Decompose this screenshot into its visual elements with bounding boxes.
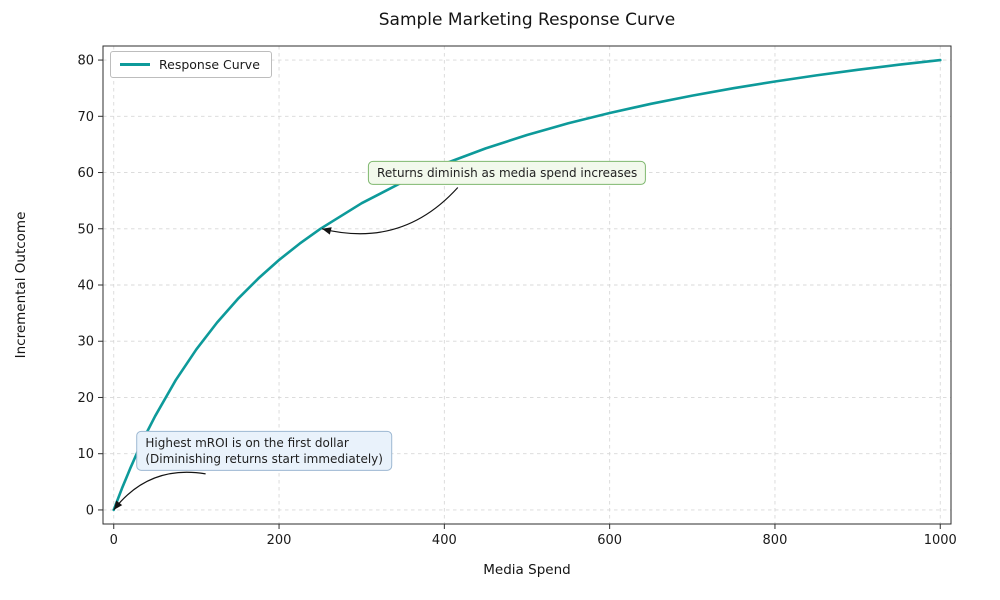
y-tick-label: 40 bbox=[77, 279, 94, 294]
x-tick-label: 600 bbox=[597, 533, 622, 548]
annotation-arrowhead bbox=[113, 500, 123, 510]
y-tick-label: 70 bbox=[77, 110, 94, 125]
x-tick-label: 800 bbox=[763, 533, 788, 548]
y-tick-label: 20 bbox=[77, 391, 94, 406]
response-curve-line bbox=[112, 58, 942, 512]
annotation-text-line1: Highest mROI is on the first dollar bbox=[145, 435, 349, 450]
y-axis-label: Incremental Outcome bbox=[13, 211, 29, 359]
x-tick-label: 0 bbox=[110, 533, 118, 548]
y-tick-label: 30 bbox=[77, 335, 94, 350]
x-tick-label: 400 bbox=[432, 533, 457, 548]
annotation-text: Returns diminish as media spend increase… bbox=[377, 165, 638, 180]
y-tick-label: 60 bbox=[77, 166, 94, 181]
legend: Response Curve bbox=[110, 51, 272, 78]
y-tick-label: 80 bbox=[77, 54, 94, 69]
y-tick-label: 10 bbox=[77, 447, 94, 462]
y-tick-label: 0 bbox=[86, 503, 94, 518]
annotation-arrow bbox=[321, 187, 459, 235]
y-tick-label: 50 bbox=[77, 222, 94, 237]
legend-line-sample bbox=[120, 63, 150, 66]
annotation-arrowhead bbox=[322, 227, 332, 235]
legend-label: Response Curve bbox=[159, 57, 260, 72]
x-axis-label: Media Spend bbox=[483, 562, 571, 578]
annotation-arrow bbox=[113, 471, 206, 511]
annotation-mroi: Highest mROI is on the first dollar (Dim… bbox=[136, 430, 392, 472]
x-tick-label: 200 bbox=[267, 533, 292, 548]
annotation-text-line2: (Diminishing returns start immediately) bbox=[145, 451, 383, 466]
chart-title: Sample Marketing Response Curve bbox=[378, 10, 676, 30]
annotation-diminishing-returns: Returns diminish as media spend increase… bbox=[368, 160, 647, 185]
x-tick-label: 1000 bbox=[924, 533, 957, 548]
